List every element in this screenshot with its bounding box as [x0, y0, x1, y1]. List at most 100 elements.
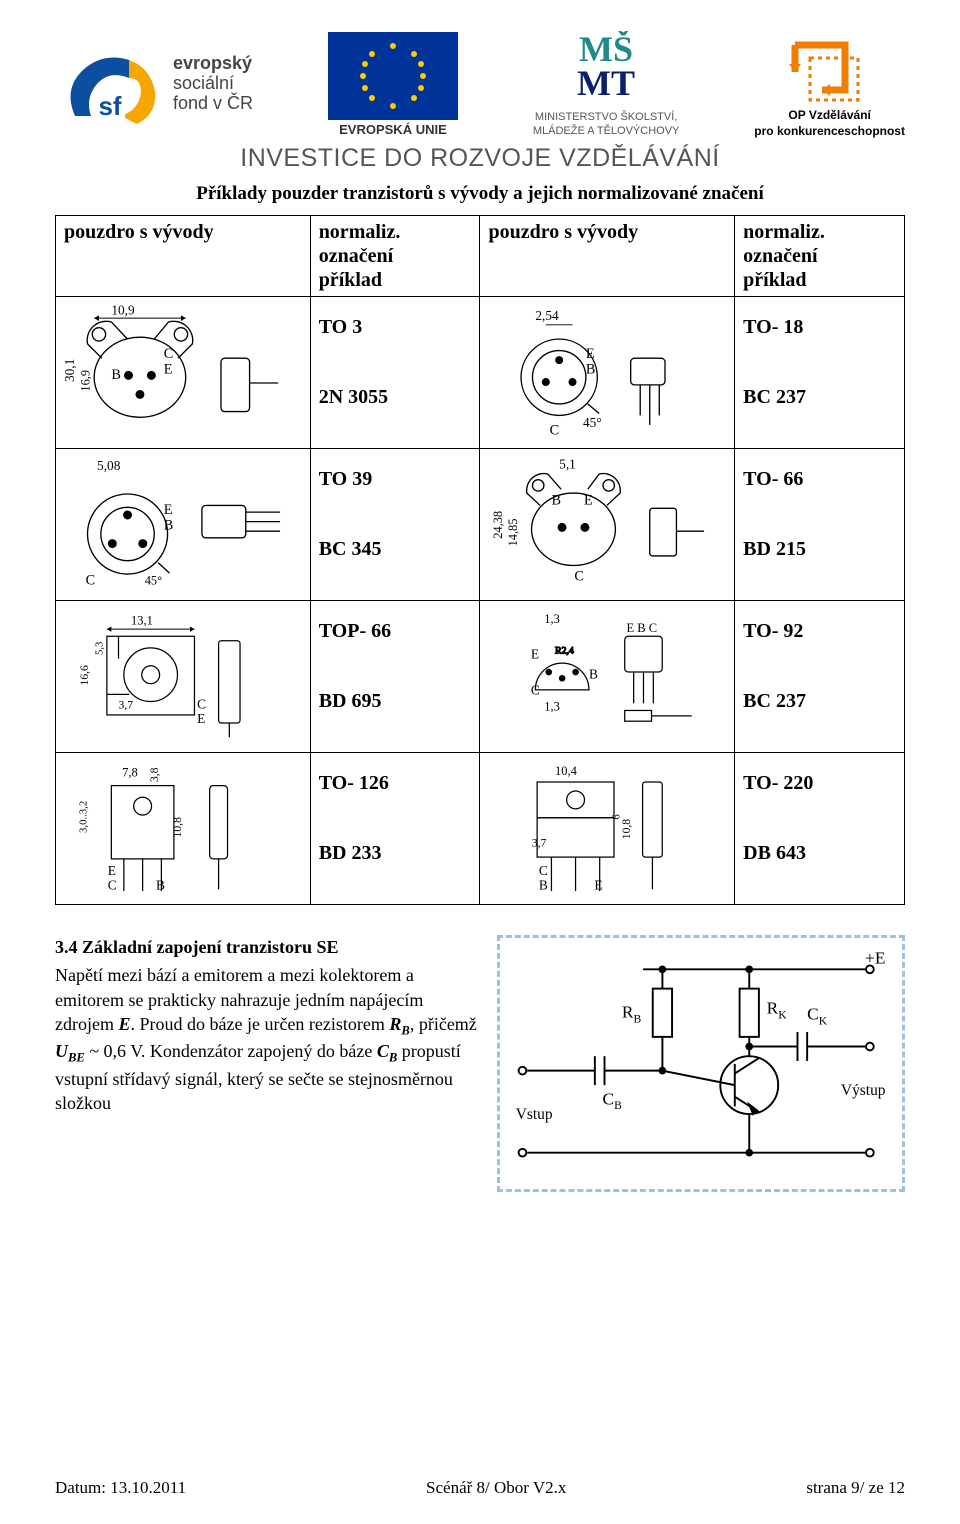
lbl-to3-1: TO 3: [319, 301, 472, 353]
footer-right: strana 9/ ze 12: [806, 1478, 905, 1498]
svg-text:3,8: 3,8: [148, 767, 161, 782]
esf-line1: evropský: [173, 54, 253, 74]
body-text: 3.4 Základní zapojení tranzistoru SE Nap…: [55, 935, 477, 1192]
svg-text:E: E: [164, 502, 173, 518]
esf-line2: sociální: [173, 74, 253, 94]
svg-text:6: 6: [611, 814, 623, 820]
p2h: C: [377, 1041, 389, 1061]
circuit-icon: +E RB RK CK CB Vstup Výstup: [508, 946, 894, 1176]
svg-text:3,0..3,2: 3,0..3,2: [77, 801, 89, 833]
lbl-to18-1: TO- 18: [743, 301, 896, 353]
to126-drawing-icon: 7,83,8 3,0..3,2 10,8 CEB: [64, 757, 302, 900]
svg-text:45°: 45°: [583, 415, 602, 430]
op-line2: pro konkurenceschopnost: [754, 124, 905, 138]
svg-text:E: E: [586, 346, 595, 362]
table-row: 13,1 16,6 5,3 3,7 CE TOP- 66 BD 695 R2,4: [56, 601, 905, 753]
svg-text:B: B: [164, 517, 174, 533]
lbl-top66-2: BD 695: [319, 675, 472, 727]
svg-text:E: E: [584, 492, 593, 508]
p2i: B: [389, 1051, 397, 1065]
svg-text:E: E: [108, 863, 116, 878]
pkg-to3-img: 10,9 30,1 16,9 CE B: [56, 297, 311, 449]
p2a: . Proud do báze je určen rezistorem: [131, 1014, 390, 1034]
table-row: 5,08 EB C45° TO 39 BC 345 5,1 BE: [56, 449, 905, 601]
header-oznaceni-2: normaliz. označení příklad: [735, 216, 905, 297]
lbl-to66-1: TO- 66: [743, 453, 896, 505]
pkg-to39-img: 5,08 EB C45°: [56, 449, 311, 601]
svg-text:7,8: 7,8: [122, 766, 138, 780]
svg-text:1,3: 1,3: [545, 612, 561, 626]
lbl-to66-2: BD 215: [743, 523, 896, 575]
svg-text:5,1: 5,1: [560, 456, 577, 471]
lbl-to126-1: TO- 126: [319, 757, 472, 809]
svg-text:2,54: 2,54: [536, 308, 560, 323]
lbl-to39: TO 39 BC 345: [310, 449, 480, 601]
svg-text:5,08: 5,08: [97, 458, 121, 473]
lbl-to18: TO- 18 BC 237: [735, 297, 905, 449]
lbl-to92: TO- 92 BC 237: [735, 601, 905, 753]
svg-text:24,38: 24,38: [491, 511, 505, 539]
svg-text:B: B: [589, 666, 598, 681]
svg-text:13,1: 13,1: [131, 614, 153, 628]
esf-line3: fond v ČR: [173, 94, 253, 114]
plusE-label: +E: [865, 949, 885, 968]
msmt-line1: MINISTERSTVO ŠKOLSTVÍ,: [535, 111, 677, 123]
header-oznaceni-1: normaliz. označení příklad: [310, 216, 480, 297]
to220-drawing-icon: 10,4 3,7 6 10,8 BCE: [488, 757, 726, 900]
page-footer: Datum: 13.10.2011 Scénář 8/ Obor V2.x st…: [55, 1478, 905, 1498]
svg-text:C: C: [164, 346, 174, 362]
svg-text:C: C: [197, 697, 206, 712]
svg-text:B: B: [586, 361, 596, 377]
op-icon: [780, 30, 880, 106]
CB-label: CB: [603, 1089, 623, 1112]
esf-caption: evropský sociální fond v ČR: [173, 54, 253, 113]
msmt-line2: MLÁDEŽE A TĚLOVÝCHOVY: [533, 125, 680, 137]
msmt-icon: MŠ MT: [541, 31, 671, 109]
to92-drawing-icon: R2,4 1,3 EBC 1,3 E B C: [488, 605, 726, 748]
svg-text:R2,4: R2,4: [555, 645, 574, 656]
eu-caption: EVROPSKÁ UNIE: [339, 122, 447, 137]
svg-text:14,85: 14,85: [507, 519, 521, 547]
footer-center: Scénář 8/ Obor V2.x: [426, 1478, 566, 1498]
footer-left: Datum: 13.10.2011: [55, 1478, 186, 1498]
svg-text:C: C: [575, 569, 585, 585]
svg-text:B: B: [111, 367, 121, 383]
table-row: 10,9 30,1 16,9 CE B TO 3 2N 3055: [56, 297, 905, 449]
lbl-to66: TO- 66 BD 215: [735, 449, 905, 601]
p2g: ~ 0,6 V. Kondenzátor zapojený do báze: [85, 1041, 377, 1061]
p2e: U: [55, 1041, 68, 1061]
vystup-label: Výstup: [841, 1082, 886, 1099]
svg-text:16,6: 16,6: [78, 665, 91, 686]
table-header-row: pouzdro s vývody normaliz. označení přík…: [56, 216, 905, 297]
svg-text:10,9: 10,9: [111, 302, 135, 317]
lbl-to39-1: TO 39: [319, 453, 472, 505]
vstup-label: Vstup: [516, 1106, 553, 1123]
svg-text:1,3: 1,3: [545, 699, 561, 713]
body-paragraph: Napětí mezi bází a emitorem a mezi kolek…: [55, 963, 477, 1115]
svg-text:B: B: [539, 877, 548, 892]
svg-text:C: C: [550, 422, 560, 438]
pkg-top66-img: 13,1 16,6 5,3 3,7 CE: [56, 601, 311, 753]
lbl-to39-2: BC 345: [319, 523, 472, 575]
section-title: Příklady pouzder tranzistorů s vývody a …: [55, 183, 905, 205]
p1b: E: [118, 1014, 130, 1034]
pkg-to126-img: 7,83,8 3,0..3,2 10,8 CEB: [56, 753, 311, 905]
svg-text:3,7: 3,7: [118, 699, 133, 712]
p2c: B: [401, 1023, 409, 1037]
top66-drawing-icon: 13,1 16,6 5,3 3,7 CE: [64, 605, 302, 748]
svg-text:E: E: [531, 647, 539, 662]
svg-text:10,8: 10,8: [171, 817, 184, 838]
logo-eu: EVROPSKÁ UNIE: [328, 32, 458, 137]
lbl-to18-2: BC 237: [743, 371, 896, 423]
svg-text:E: E: [197, 711, 205, 726]
p2f: BE: [68, 1051, 85, 1065]
header-pouzdro-2: pouzdro s vývody: [480, 216, 735, 297]
to3-drawing-icon: 10,9 30,1 16,9 CE B: [64, 301, 302, 444]
lbl-to92-2: BC 237: [743, 675, 896, 727]
svg-text:10,4: 10,4: [555, 764, 578, 778]
pkg-to18-img: 2,54 EB C 45°: [480, 297, 735, 449]
svg-text:C: C: [539, 863, 548, 878]
svg-text:10,8: 10,8: [621, 819, 634, 840]
to39-drawing-icon: 5,08 EB C45°: [64, 453, 302, 596]
svg-text:E: E: [595, 877, 603, 892]
